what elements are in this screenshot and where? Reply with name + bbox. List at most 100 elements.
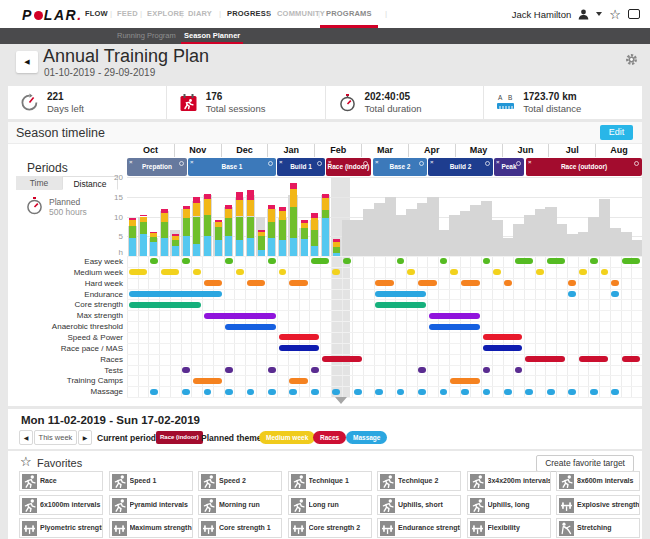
gantt-bar-endurance[interactable] [611,291,619,297]
gantt-bar-massage[interactable] [268,389,276,395]
gantt-bar-easy-week[interactable] [182,258,190,264]
gantt-bar-hard-week[interactable] [568,280,576,286]
gantt-bar-massage[interactable] [289,389,297,395]
settings-gear-icon[interactable] [625,53,638,66]
gantt-bar-tests[interactable] [225,367,233,373]
gantt-bar-max-strength[interactable] [204,313,276,319]
gantt-bar-training-camps[interactable] [450,378,479,384]
period-remove-icon[interactable]: × [190,159,194,165]
gantt-bar-easy-week[interactable] [397,258,405,264]
back-button[interactable]: ◀ [16,51,38,73]
gantt-bar-massage[interactable] [611,389,619,395]
period-handle-icon[interactable] [516,161,521,166]
favorites-star-icon[interactable]: ☆ [609,8,621,21]
gantt-bar-speed-power[interactable] [279,334,319,340]
gantt-bar-massage[interactable] [354,389,362,395]
gantt-bar-medium-week[interactable] [450,269,458,275]
gantt-bar-easy-week[interactable] [311,258,329,264]
gantt-bar-endurance[interactable] [375,291,426,297]
period-bar-base-2[interactable]: Base 2× [373,158,427,176]
gantt-bar-easy-week[interactable] [343,258,351,264]
gantt-bar-massage[interactable] [332,389,340,395]
gantt-bar-training-camps[interactable] [289,378,307,384]
favorite-tile[interactable]: Uphills, short [377,495,461,515]
favorite-tile[interactable]: 6x1000m intervals [19,495,103,515]
gantt-bar-easy-week[interactable] [483,258,491,264]
favorite-tile[interactable]: Speed 1 [109,471,193,491]
period-bar-peak[interactable]: Peak× [494,158,524,176]
gantt-bar-core-strength[interactable] [129,302,201,308]
gantt-bar-massage[interactable] [247,389,255,395]
gantt-bar-easy-week[interactable] [590,258,598,264]
favorite-tile[interactable]: 8x600m intervals [556,471,640,491]
gantt-bar-massage[interactable] [547,389,555,395]
next-week-button[interactable]: ▶ [78,430,92,445]
gantt-bar-massage[interactable] [525,389,533,395]
gantt-bar-core-strength[interactable] [375,302,426,308]
user-icon[interactable] [578,9,589,20]
gantt-bar-hard-week[interactable] [461,280,479,286]
this-week-button[interactable]: This week [34,430,77,445]
period-remove-icon[interactable]: × [430,159,434,165]
subnav-tab-season-planner[interactable]: Season Planner [184,28,240,44]
gantt-bar-massage[interactable] [504,389,512,395]
gantt-bar-tests[interactable] [311,367,319,373]
gantt-bar-medium-week[interactable] [236,269,244,275]
gantt-bar-tests[interactable] [418,367,426,373]
gantt-bar-massage[interactable] [568,389,576,395]
gantt-bar-hard-week[interactable] [204,280,222,286]
gantt-bar-races[interactable] [622,356,640,362]
favorite-tile[interactable]: Morning run [198,495,282,515]
gantt-bar-anaerobic-threshold[interactable] [429,324,480,330]
gantt-bar-easy-week[interactable] [150,258,158,264]
period-bar-prepation[interactable]: Prepation× [127,158,187,176]
favorite-tile[interactable]: Pyramid intervals [109,495,193,515]
favorite-tile[interactable]: Endurance strength 1 [377,518,461,538]
edit-button[interactable]: Edit [600,125,633,140]
favorite-tile[interactable]: Flexibility [467,518,551,538]
gantt-bar-max-strength[interactable] [429,313,480,319]
favorite-tile[interactable]: Race [19,471,103,491]
gantt-bar-medium-week[interactable] [493,269,501,275]
period-handle-icon[interactable] [268,161,273,166]
nav-item-explore[interactable]: EXPLORE [147,0,184,28]
gantt-bar-massage[interactable] [461,389,469,395]
user-name[interactable]: Jack Hamilton [512,9,572,20]
period-handle-icon[interactable] [634,161,639,166]
tab-time[interactable]: Time [16,176,62,190]
gantt-bar-tests[interactable] [515,367,523,373]
gantt-bar-hard-week[interactable] [247,280,265,286]
favorite-tile[interactable]: Stretching [556,518,640,538]
gantt-bar-easy-week[interactable] [515,258,533,264]
feedback-icon[interactable] [628,9,640,19]
prev-week-button[interactable]: ◀ [19,430,33,445]
period-bar-race-outdoor-[interactable]: Race (outdoor)× [526,158,642,176]
period-remove-icon[interactable]: × [496,159,500,165]
favorite-tile[interactable]: Uphills, long [467,495,551,515]
gantt-bar-medium-week[interactable] [601,269,609,275]
favorite-tile[interactable]: Long run [288,495,372,515]
favorite-tile[interactable]: Speed 2 [198,471,282,491]
gantt-bar-medium-week[interactable] [579,269,587,275]
subnav-tab-running-program[interactable]: Running Program [117,28,176,44]
gantt-bar-massage[interactable] [204,389,212,395]
period-bar-build-1[interactable]: Build 1× [277,158,325,176]
gantt-bar-hard-week[interactable] [504,280,512,286]
gantt-bar-hard-week[interactable] [611,280,619,286]
gantt-bar-hard-week[interactable] [289,280,307,286]
gantt-bar-speed-power[interactable] [483,334,523,340]
gantt-bar-tests[interactable] [182,367,190,373]
period-bar-base-1[interactable]: Base 1× [188,158,276,176]
period-remove-icon[interactable]: × [328,159,332,165]
period-remove-icon[interactable]: × [375,159,379,165]
gantt-bar-easy-week[interactable] [547,258,565,264]
create-favorite-target-button[interactable]: Create favorite target [536,455,634,472]
gantt-bar-easy-week[interactable] [622,258,640,264]
gantt-bar-hard-week[interactable] [418,280,436,286]
gantt-bar-endurance[interactable] [568,291,576,297]
gantt-bar-easy-week[interactable] [440,258,448,264]
favorite-tile[interactable]: Maximum strength [109,518,193,538]
gantt-bar-massage[interactable] [483,389,491,395]
gantt-bar-anaerobic-threshold[interactable] [225,324,276,330]
favorite-tile[interactable]: Technique 2 [377,471,461,491]
